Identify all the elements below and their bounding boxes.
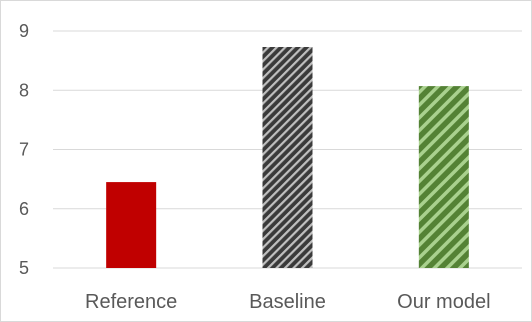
y-tick-label: 6 [19,199,29,219]
x-axis-category-labels: Reference Baseline Our model [85,291,490,313]
x-category-label: Reference [85,291,177,313]
bar-our-model [418,86,469,268]
x-category-label: Our model [397,291,490,313]
bar-baseline [262,46,313,269]
y-tick-label: 9 [19,21,29,41]
bars [106,46,469,269]
y-tick-label: 7 [19,140,29,160]
y-tick-label: 5 [19,258,29,278]
x-category-label: Baseline [249,291,326,313]
bar-reference [106,182,157,268]
y-axis-tick-labels: 5 6 7 8 9 [19,21,29,278]
y-tick-label: 8 [19,80,29,100]
